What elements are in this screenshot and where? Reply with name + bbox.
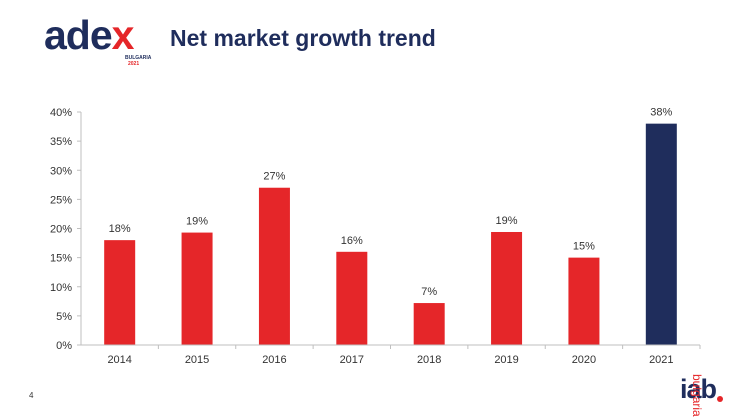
y-tick-label: 15% bbox=[50, 253, 72, 265]
y-tick-label: 5% bbox=[56, 311, 72, 323]
iab-subtitle: bulgaria bbox=[690, 374, 704, 417]
logo-year: 2021 bbox=[128, 61, 140, 67]
x-tick-label-2016: 2016 bbox=[262, 354, 286, 366]
x-tick-label-2015: 2015 bbox=[185, 354, 209, 366]
data-labels-group: 18% 19% 27% 16% 7% 19% 15% 38% bbox=[109, 107, 673, 298]
iab-logo: iab bulgaria bbox=[676, 356, 732, 417]
bar-2021 bbox=[645, 123, 677, 346]
bar-2019 bbox=[491, 231, 523, 345]
bar-2020 bbox=[568, 257, 600, 345]
y-axis-ticks: 0% 5% 10% 15% 20% 25% 30% 35% 40% bbox=[50, 107, 81, 352]
y-tick-label: 30% bbox=[50, 165, 72, 177]
x-tick-label-2018: 2018 bbox=[417, 354, 441, 366]
x-tick-label-2021: 2021 bbox=[649, 354, 673, 366]
iab-dot-icon bbox=[717, 396, 723, 402]
data-label-2020: 15% bbox=[573, 241, 595, 253]
data-label-2018: 7% bbox=[421, 286, 437, 298]
data-label-2016: 27% bbox=[263, 171, 285, 183]
x-tick-label-2017: 2017 bbox=[340, 354, 364, 366]
data-label-2017: 16% bbox=[341, 235, 363, 247]
y-tick-label: 35% bbox=[50, 136, 72, 148]
y-tick-label: 25% bbox=[50, 194, 72, 206]
bar-2018 bbox=[413, 303, 445, 345]
x-axis-ticks: 2014 2015 2016 2017 2018 2019 2020 2021 bbox=[107, 345, 701, 366]
y-tick-label: 40% bbox=[50, 107, 72, 119]
data-label-2014: 18% bbox=[109, 223, 131, 235]
page-number: 4 bbox=[29, 391, 34, 400]
logo-subtitle: BULGARIA bbox=[125, 55, 152, 61]
bar-2015 bbox=[181, 232, 213, 345]
data-label-2015: 19% bbox=[186, 216, 208, 228]
bars-group bbox=[104, 123, 677, 346]
data-label-2019: 19% bbox=[496, 215, 518, 227]
x-tick-label-2019: 2019 bbox=[494, 354, 518, 366]
y-tick-label: 0% bbox=[56, 340, 72, 352]
x-tick-label-2020: 2020 bbox=[572, 354, 596, 366]
y-tick-label: 20% bbox=[50, 224, 72, 236]
data-label-2021: 38% bbox=[650, 107, 672, 119]
y-tick-label: 10% bbox=[50, 282, 72, 294]
bar-2016 bbox=[258, 187, 290, 345]
bar-2014 bbox=[104, 240, 136, 345]
iab-wordmark: iab bbox=[680, 374, 717, 404]
logo-wordmark: adex bbox=[44, 12, 134, 58]
adex-logo: adex BULGARIA 2021 bbox=[44, 12, 164, 67]
bar-2017 bbox=[336, 251, 368, 345]
x-tick-label-2014: 2014 bbox=[107, 354, 131, 366]
page-title: Net market growth trend bbox=[170, 25, 436, 51]
